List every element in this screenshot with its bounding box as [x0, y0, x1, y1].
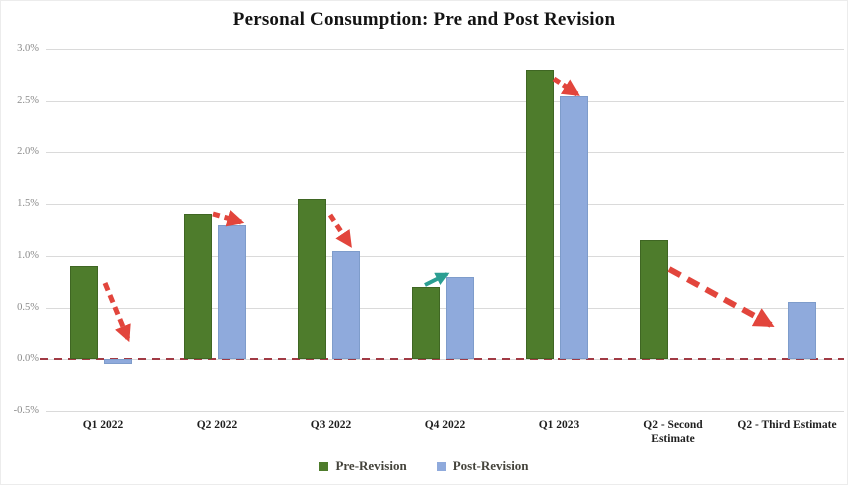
y-axis-labels: 3.0% 2.5% 2.0% 1.5% 1.0% 0.5% 0.0% -0.5% [1, 43, 41, 419]
bar-post-revision-q3-2022 [332, 250, 360, 360]
gridline-2.5% [46, 100, 844, 102]
y-tick-label: 2.5% [17, 94, 39, 106]
y-tick-label: 0.5% [17, 301, 39, 313]
x-tick-label: Q3 2022 [310, 419, 352, 431]
bar-post-revision-q1-2023 [560, 95, 588, 360]
zero-baseline-dashed [40, 358, 844, 361]
x-tick-label: Q2 2022 [196, 419, 238, 431]
y-tick-label: 1.5% [17, 198, 39, 210]
gridline--0.5% [46, 411, 844, 412]
legend-label-pre-revision: Pre-Revision [335, 458, 407, 473]
x-tick-label: Q1 2022 [82, 419, 124, 431]
bar-post-revision-q2-2022 [218, 224, 246, 360]
y-tick-label: -0.5% [13, 405, 39, 416]
x-axis-labels: Q1 2022 Q2 2022 Q3 2022 Q4 2022 Q1 2023 Q2 - … [46, 418, 844, 447]
legend: Pre-Revision Post-Revision [1, 458, 847, 474]
gridline-0.5% [46, 307, 844, 309]
bar-post-revision-q4-2022 [446, 276, 474, 360]
x-tick-label: Q2 - Second Estimate [643, 419, 703, 446]
gridline-3.0% [46, 49, 844, 50]
x-tick-label: Q1 2023 [538, 419, 580, 431]
bar-pre-revision-q1-2023 [526, 69, 554, 360]
gridline-1.0% [46, 255, 844, 257]
plot-area [40, 49, 844, 412]
y-tick-label: 1.0% [17, 249, 39, 261]
y-tick-label: 0.0% [17, 353, 39, 365]
y-tick-label: 2.0% [17, 146, 39, 158]
gridline-2.0% [46, 152, 844, 154]
bar-pre-revision-q2-2022 [184, 214, 212, 360]
legend-label-post-revision: Post-Revision [452, 458, 529, 473]
legend-item-post-revision: Post-Revision [436, 458, 529, 474]
x-tick-label: Q4 2022 [424, 419, 466, 431]
bar-post-revision-q1-2022 [104, 359, 132, 365]
x-tick-label: Q2 - Third Estimate [737, 419, 837, 431]
bar-post-revision-q2-third-estimate [788, 302, 816, 360]
bar-pre-revision-q2-second-estimate [640, 240, 668, 360]
bar-pre-revision-q4-2022 [412, 286, 440, 360]
legend-item-pre-revision: Pre-Revision [319, 458, 407, 474]
post-revision-swatch-icon [436, 461, 446, 471]
y-tick-label: 3.0% [17, 43, 39, 54]
bar-pre-revision-q3-2022 [298, 198, 326, 360]
gridline-1.5% [46, 204, 844, 206]
chart-title: Personal Consumption: Pre and Post Revis… [232, 9, 616, 30]
bar-pre-revision-q1-2022 [70, 266, 98, 360]
pre-revision-swatch-icon [319, 461, 329, 471]
